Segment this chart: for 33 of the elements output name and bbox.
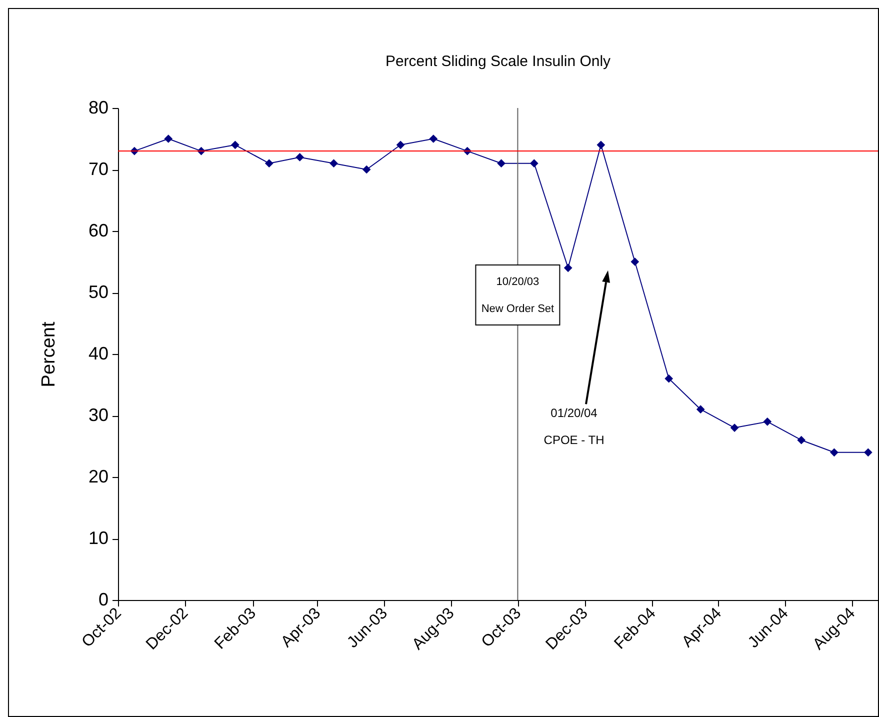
- point: [564, 264, 572, 272]
- point: [497, 159, 506, 168]
- point: [362, 165, 371, 174]
- y-tick-label: 40: [88, 344, 108, 364]
- chart-title: Percent Sliding Scale Insulin Only: [385, 53, 612, 70]
- point: [864, 448, 872, 457]
- point: [596, 140, 606, 150]
- y-axis-title: Percent: [38, 321, 60, 388]
- point: [830, 448, 838, 457]
- y-tick-label: 30: [88, 405, 108, 425]
- point: [630, 258, 640, 266]
- y-tick-label: 20: [88, 466, 108, 486]
- point: [330, 159, 338, 168]
- point: [763, 417, 772, 426]
- y-tick-label: 70: [88, 159, 108, 179]
- point: [396, 140, 405, 150]
- y-tick-label: 60: [88, 220, 108, 240]
- y-tick-label: 0: [98, 590, 108, 610]
- point: [230, 140, 240, 150]
- point: [296, 153, 304, 162]
- y-tick-label: 10: [88, 528, 108, 548]
- point: [664, 374, 674, 383]
- point: [429, 134, 438, 143]
- text: 10/20/03 New Order Set: [481, 276, 554, 315]
- y-tick-label: 50: [88, 282, 108, 302]
- point: [530, 159, 538, 168]
- point: [696, 405, 705, 414]
- y-tick-label: 80: [88, 98, 108, 118]
- point: [797, 436, 806, 444]
- annotation: 01/20/04 CPOE - TH: [544, 406, 604, 448]
- point: [730, 424, 739, 432]
- point: [264, 159, 274, 168]
- point: [164, 134, 173, 143]
